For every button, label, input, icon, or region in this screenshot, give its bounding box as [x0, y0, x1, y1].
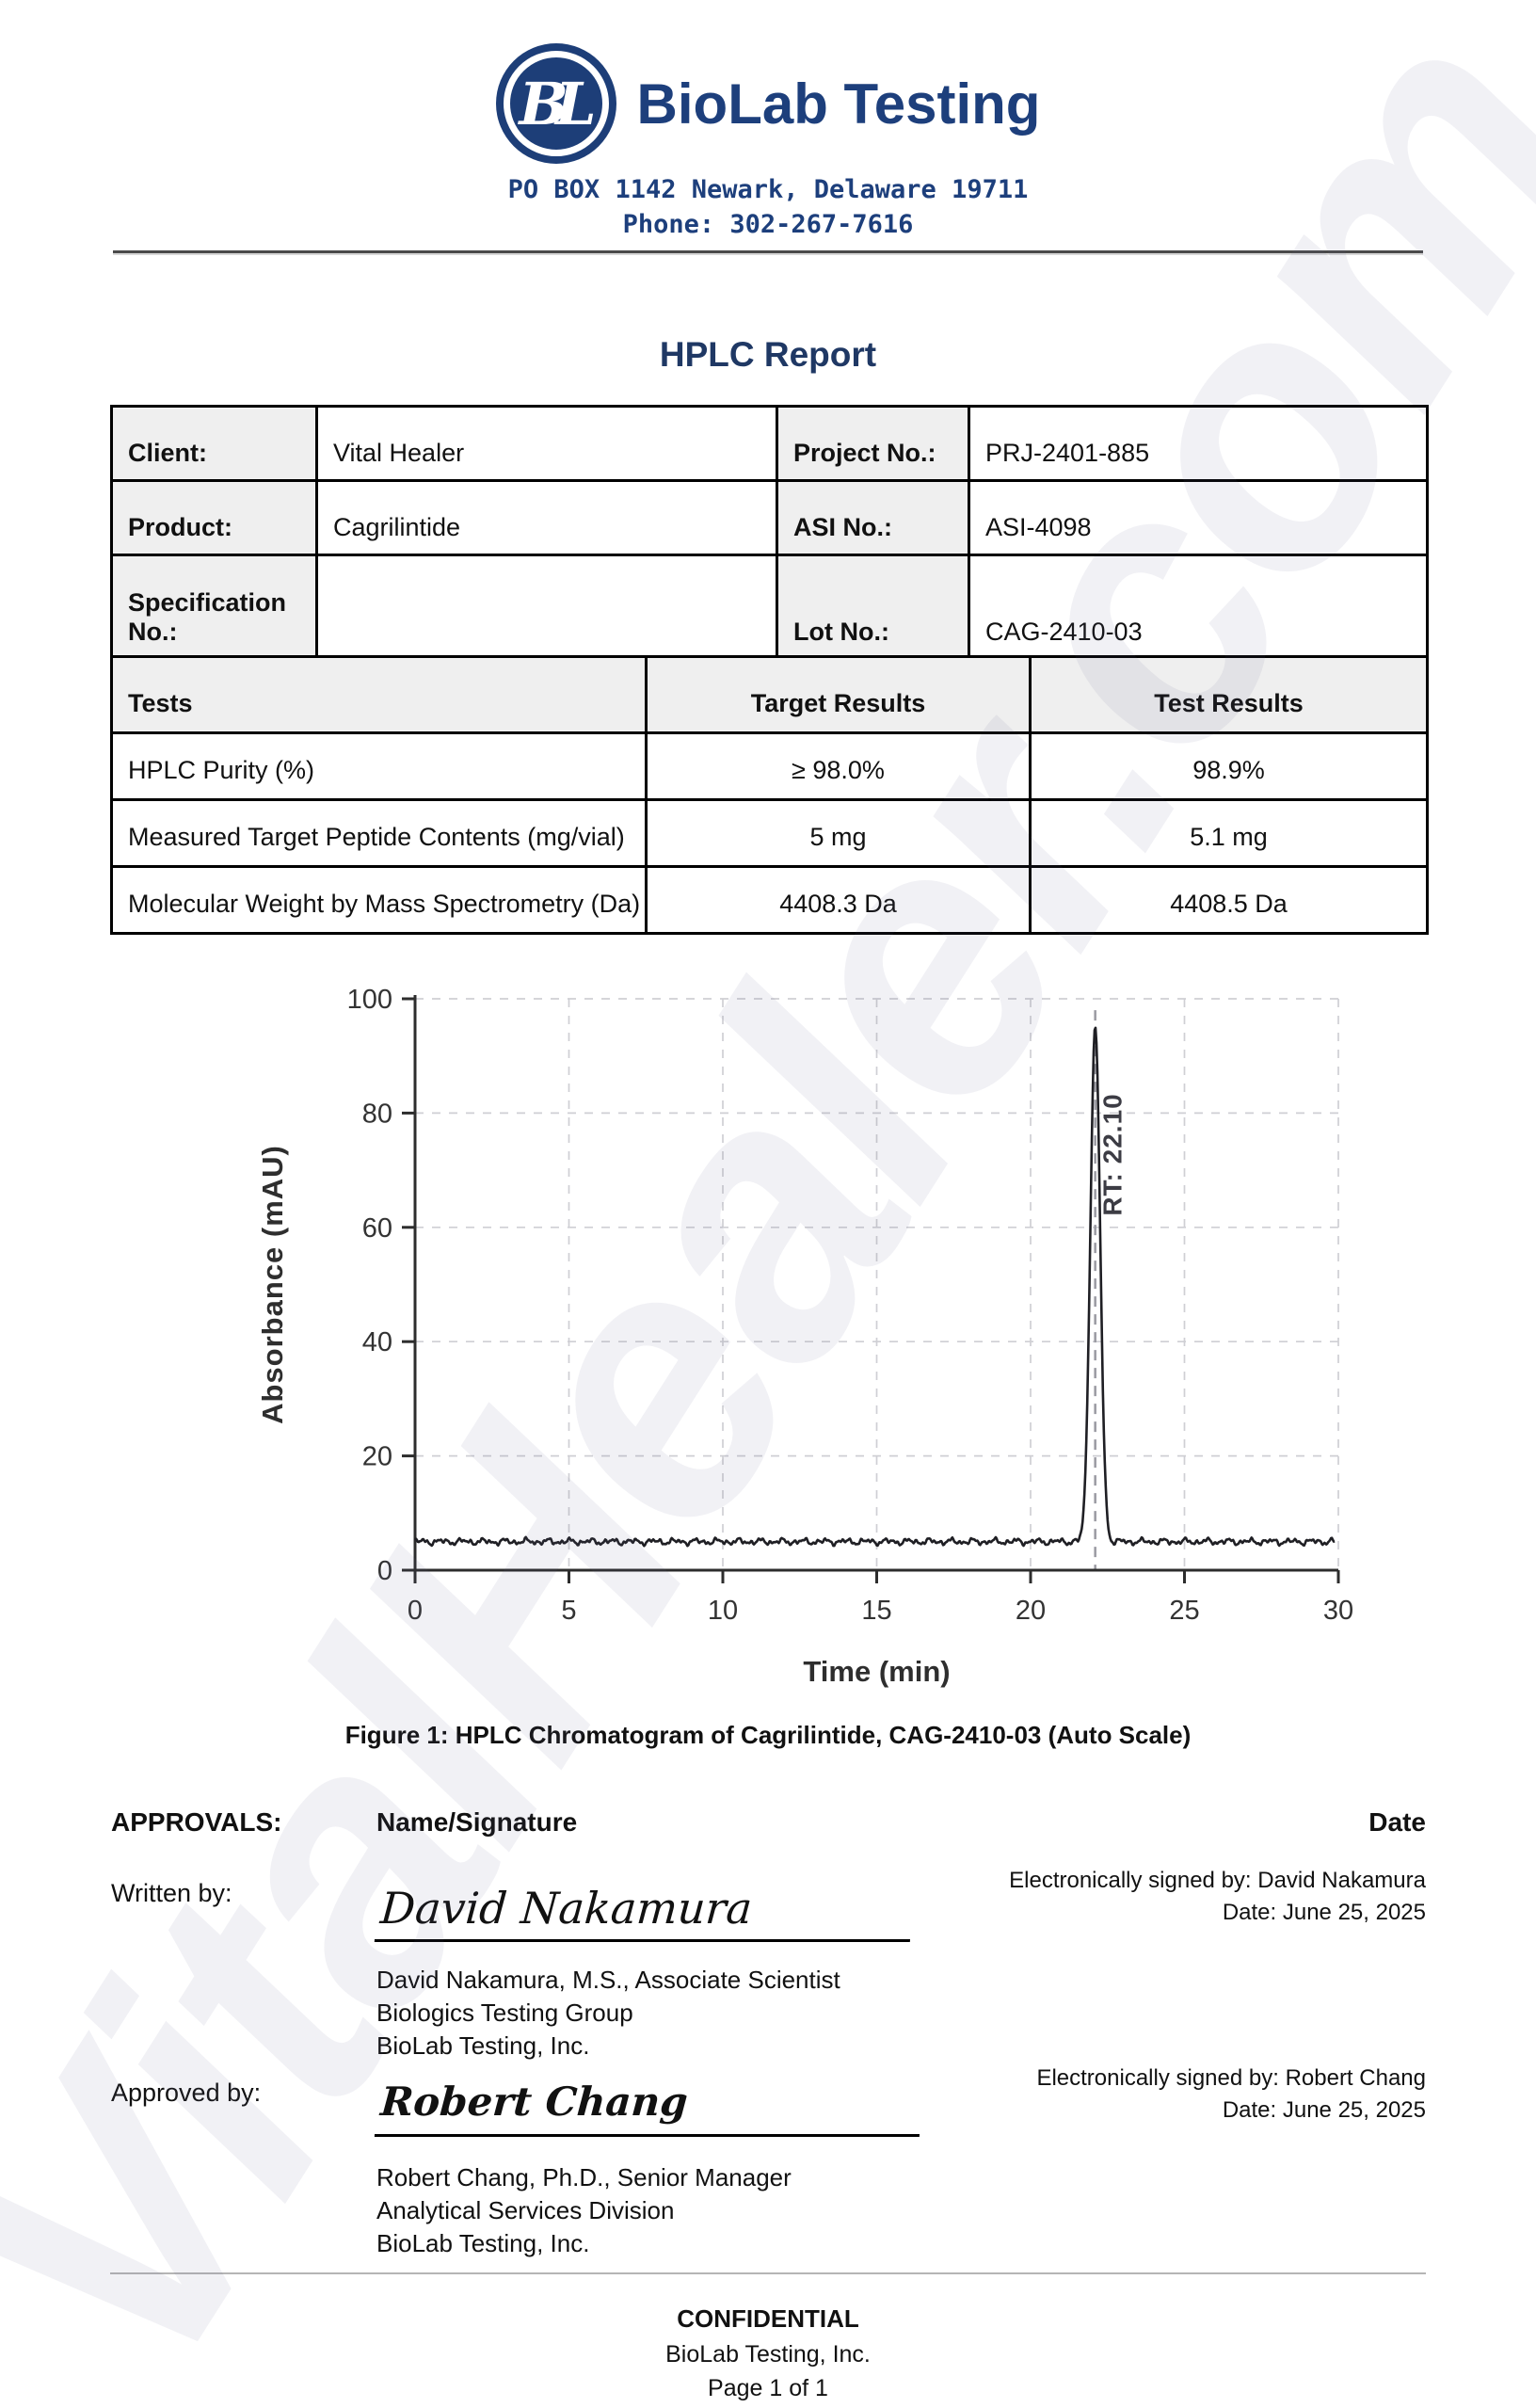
confidential-label: CONFIDENTIAL	[677, 2304, 859, 2333]
y-axis-label: Absorbance (mAU)	[256, 1145, 289, 1424]
header-divider	[113, 250, 1423, 253]
target-result: 4408.3 Da	[645, 865, 1032, 935]
table-row: HPLC Purity (%) ≥ 98.0% 98.9%	[110, 731, 1429, 801]
written-by-label: Written by:	[111, 1879, 232, 1907]
y-tick-label: 60	[362, 1213, 392, 1244]
signer-line: BioLab Testing, Inc.	[376, 2229, 590, 2257]
test-results-table: Tests Target Results Test Results HPLC P…	[110, 655, 1429, 935]
approved-by-signature: Robert Chang	[374, 2079, 924, 2137]
asi-no-label: ASI No.:	[776, 479, 970, 556]
test-name: HPLC Purity (%)	[110, 731, 648, 801]
approvals-heading: APPROVALS:	[111, 1807, 282, 1837]
specification-no-value	[315, 554, 778, 661]
logo-ring	[503, 51, 609, 156]
signer-line: BioLab Testing, Inc.	[376, 2031, 590, 2060]
y-tick-label: 40	[362, 1327, 392, 1357]
y-tick-label: 100	[347, 985, 392, 1015]
x-tick-label: 5	[561, 1596, 576, 1626]
company-address: PO BOX 1142 Newark, Delaware 19711	[507, 175, 1029, 204]
chromatogram-svg: 0 20 40 60 80 100 0 5 10 15 20 25 30 Absorbance (mAU)…	[256, 985, 1353, 1688]
footer-divider	[110, 2272, 1426, 2274]
report-header: BL BioLab Testing PO BOX 1142 Newark, De…	[0, 43, 1536, 239]
y-tick-label: 80	[362, 1099, 392, 1129]
x-tick-label: 10	[708, 1596, 738, 1626]
sample-info-table: Client: Vital Healer Project No.: PRJ-24…	[110, 405, 1429, 661]
lot-no-value: CAG-2410-03	[968, 554, 1429, 661]
x-tick-label: 20	[1016, 1596, 1046, 1626]
project-no-value: PRJ-2401-885	[968, 405, 1429, 482]
table-row: Measured Target Peptide Contents (mg/via…	[110, 798, 1429, 868]
company-name: BioLab Testing	[636, 72, 1041, 136]
signer-line: Biologics Testing Group	[376, 1999, 633, 2027]
x-tick-label: 30	[1323, 1596, 1353, 1626]
company-phone: Phone: 302-267-7616	[622, 210, 914, 239]
approvals-section: APPROVALS: Name/Signature Date Written b…	[111, 1807, 1426, 2288]
name-signature-header: Name/Signature	[376, 1807, 578, 1837]
test-result: 5.1 mg	[1029, 798, 1429, 868]
hplc-chromatogram-chart: 0 20 40 60 80 100 0 5 10 15 20 25 30 Absorbance (mAU)…	[0, 954, 1536, 1707]
client-value: Vital Healer	[315, 405, 778, 482]
signer-line: Robert Chang, Ph.D., Senior Manager	[376, 2163, 792, 2191]
client-label: Client:	[110, 405, 318, 482]
chromatogram-trace	[414, 1026, 1336, 1548]
signer-credentials: Robert Chang, Ph.D., Senior Manager Anal…	[376, 2161, 792, 2260]
table-row: Specification No.: Lot No.: CAG-2410-03	[110, 554, 1429, 661]
page-title: HPLC Report	[659, 335, 877, 374]
approved-by-label: Approved by:	[111, 2079, 262, 2107]
x-tick-label: 0	[408, 1596, 423, 1626]
esign-date: Date: June 25, 2025	[1222, 2097, 1426, 2123]
table-row: Product: Cagrilintide ASI No.: ASI-4098	[110, 479, 1429, 556]
date-header: Date	[1368, 1807, 1426, 1837]
page-number: Page 1 of 1	[708, 2375, 828, 2401]
esign-date: Date: June 25, 2025	[1222, 1900, 1426, 1925]
lot-no-label: Lot No.:	[776, 554, 970, 661]
figure-caption: Figure 1: HPLC Chromatogram of Cagrilint…	[344, 1721, 1192, 1749]
test-results-header: Test Results	[1029, 655, 1429, 734]
x-tick-label: 25	[1169, 1596, 1199, 1626]
biolab-logo-icon: BL	[495, 43, 616, 164]
table-row: Client: Vital Healer Project No.: PRJ-24…	[110, 405, 1429, 482]
test-name: Measured Target Peptide Contents (mg/via…	[110, 798, 648, 868]
target-result: ≥ 98.0%	[645, 731, 1032, 801]
y-tick-label: 20	[362, 1442, 392, 1472]
specification-no-label: Specification No.:	[110, 554, 318, 661]
test-name: Molecular Weight by Mass Spectrometry (D…	[110, 865, 648, 935]
page-footer: CONFIDENTIAL BioLab Testing, Inc. Page 1…	[0, 2304, 1536, 2402]
product-value: Cagrilintide	[315, 479, 778, 556]
asi-no-value: ASI-4098	[968, 479, 1429, 556]
signer-credentials: David Nakamura, M.S., Associate Scientis…	[376, 1964, 840, 2063]
project-no-label: Project No.:	[776, 405, 970, 482]
test-result: 98.9%	[1029, 731, 1429, 801]
brand-row: BL BioLab Testing	[495, 43, 1041, 164]
footer-company: BioLab Testing, Inc.	[665, 2341, 871, 2368]
rt-peak-label: RT: 22.10	[1098, 1093, 1128, 1215]
test-result: 4408.5 Da	[1029, 865, 1429, 935]
x-tick-label: 15	[861, 1596, 891, 1626]
table-header-row: Tests Target Results Test Results	[110, 655, 1429, 734]
logo-monogram: BL	[519, 69, 597, 138]
signer-line: David Nakamura, M.S., Associate Scientis…	[376, 1966, 840, 1994]
product-label: Product:	[110, 479, 318, 556]
x-axis-label: Time (min)	[803, 1655, 950, 1688]
tests-header: Tests	[110, 655, 648, 734]
written-by-signature: David Nakamura	[374, 1883, 915, 1942]
esign-statement: Electronically signed by: Robert Chang	[1036, 2065, 1426, 2091]
signer-line: Analytical Services Division	[376, 2196, 675, 2224]
target-result: 5 mg	[645, 798, 1032, 868]
y-tick-label: 0	[377, 1556, 392, 1586]
table-row: Molecular Weight by Mass Spectrometry (D…	[110, 865, 1429, 935]
esign-statement: Electronically signed by: David Nakamura	[1009, 1868, 1426, 1893]
target-results-header: Target Results	[645, 655, 1032, 734]
